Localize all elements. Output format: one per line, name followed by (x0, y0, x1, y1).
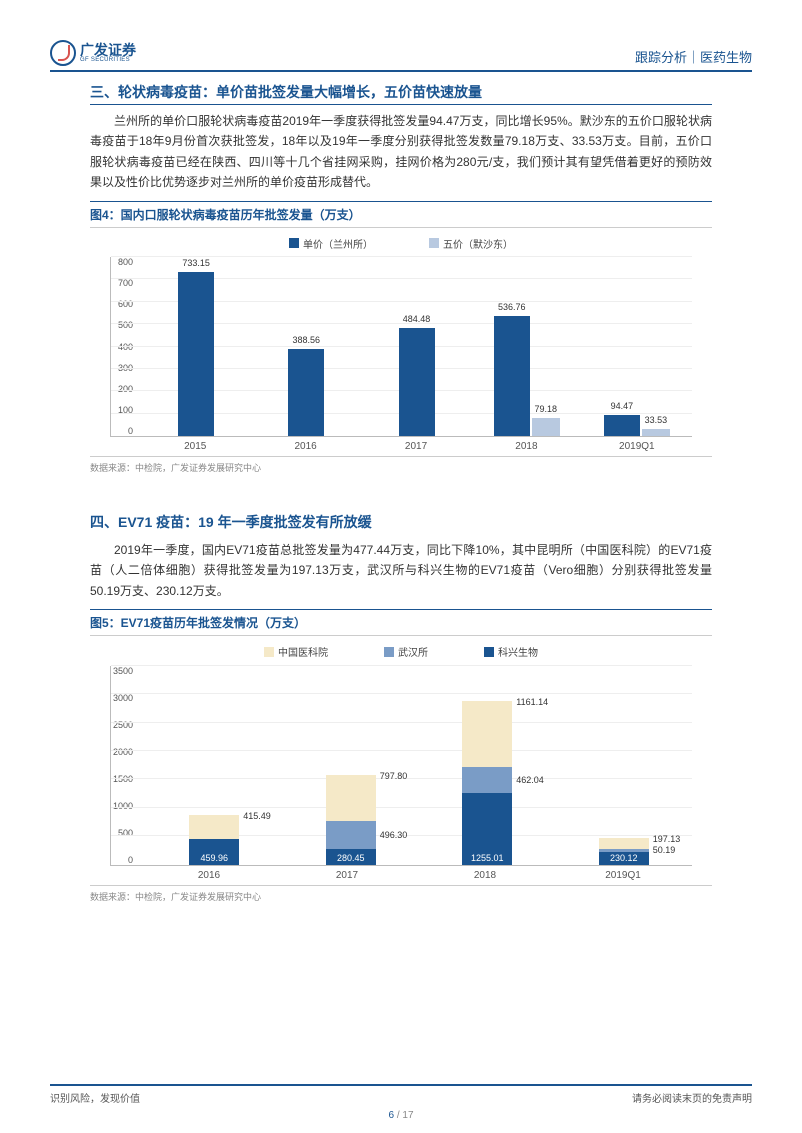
chart4-plot: 0100200300400500600700800 733.15388.5648… (110, 257, 692, 437)
x-label: 2017 (278, 870, 416, 881)
seg-value-label: 230.12 (610, 853, 638, 863)
chart5: 中国医科院 武汉所 科兴生物 050010001500200025003000350… (90, 636, 712, 886)
bar-series1: 536.76 (494, 316, 530, 436)
legend-item: 中国医科院 (264, 644, 328, 659)
footer: 识别风险，发现价值 请务必阅读末页的免责声明 (50, 1084, 752, 1105)
logo: 广发证券 GF SECURITIES (50, 40, 136, 66)
footer-right: 请务必阅读末页的免责声明 (632, 1090, 752, 1105)
chart4-legend: 单价（兰州所） 五价（默沙东） (110, 236, 692, 252)
section4-title: 四、EV71 疫苗：19 年一季度批签发有所放缓 (90, 512, 712, 534)
stack-column: 459.96 415.49 (146, 666, 283, 865)
page-root: 广发证券 GF SECURITIES 跟踪分析｜医药生物 三、轮状病毒疫苗：单价… (0, 0, 802, 1133)
seg-value-label: 459.96 (200, 853, 228, 863)
stack-seg-zhongguo: 197.13 (599, 838, 649, 849)
logo-cn: 广发证券 (80, 43, 136, 57)
stack-seg-wuhan: 462.04 (462, 767, 512, 793)
x-label: 2016 (140, 870, 278, 881)
bar-value-label: 79.18 (534, 404, 557, 414)
legend-item: 科兴生物 (484, 644, 538, 659)
stack-seg-kexing: 280.45 (326, 849, 376, 865)
chart5-title: 图5：EV71疫苗历年批签发情况（万支） (90, 609, 712, 636)
legend-item: 单价（兰州所） (289, 236, 373, 251)
bar-value-label: 484.48 (403, 314, 431, 324)
chart4: 单价（兰州所） 五价（默沙东） 0100200300400500600700800… (90, 228, 712, 458)
stack-column: 230.1250.19197.13 (556, 666, 693, 865)
x-label: 2015 (140, 441, 250, 452)
page-number: 6 / 17 (0, 1110, 802, 1121)
bar-value-label: 33.53 (645, 415, 668, 425)
x-label: 2018 (471, 441, 581, 452)
bar-group: 536.7679.18 (472, 257, 582, 436)
x-label: 2019Q1 (582, 441, 692, 452)
seg-value-label: 50.19 (653, 845, 676, 855)
chart5-legend: 中国医科院 武汉所 科兴生物 (110, 644, 692, 660)
chart5-source: 数据来源：中检院，广发证券发展研究中心 (90, 890, 712, 903)
bar-series1: 733.15 (178, 272, 214, 436)
logo-en: GF SECURITIES (80, 57, 136, 63)
seg-value-label: 1161.14 (516, 697, 548, 707)
stack-seg-kexing: 230.12 (599, 852, 649, 865)
stack-column: 1255.01462.041161.14 (419, 666, 556, 865)
bar-series1: 388.56 (288, 349, 324, 436)
footer-left: 识别风险，发现价值 (50, 1090, 140, 1105)
bar-group: 388.56 (251, 257, 361, 436)
content: 三、轮状病毒疫苗：单价苗批签发量大幅增长，五价苗快速放量 兰州所的单价口服轮状病… (50, 82, 752, 903)
stack-seg-zhongguo: 1161.14 (462, 701, 512, 767)
bar-value-label: 388.56 (293, 335, 321, 345)
chart4-source: 数据来源：中检院，广发证券发展研究中心 (90, 461, 712, 474)
legend-item: 五价（默沙东） (429, 236, 513, 251)
bar-series2: 79.18 (532, 418, 560, 436)
stack-column: 280.45496.30797.80 (283, 666, 420, 865)
bar-value-label: 536.76 (498, 302, 526, 312)
page-total: 17 (402, 1110, 413, 1121)
header-category: 跟踪分析｜医药生物 (635, 47, 752, 66)
x-label: 2017 (361, 441, 471, 452)
chart5-xaxis: 2016201720182019Q1 (110, 870, 692, 881)
page-header: 广发证券 GF SECURITIES 跟踪分析｜医药生物 (50, 40, 752, 72)
bar-series2: 33.53 (642, 429, 670, 437)
seg-value-label: 462.04 (516, 775, 544, 785)
section3-title: 三、轮状病毒疫苗：单价苗批签发量大幅增长，五价苗快速放量 (90, 82, 712, 105)
x-label: 2018 (416, 870, 554, 881)
chart5-yaxis: 0500100015002000250030003500 (103, 666, 133, 865)
bar-group: 484.48 (361, 257, 471, 436)
bar-group: 733.15 (141, 257, 251, 436)
bar-group: 94.4733.53 (582, 257, 692, 436)
bar-value-label: 733.15 (182, 258, 210, 268)
x-label: 2016 (250, 441, 360, 452)
seg-value-label: 415.49 (243, 811, 271, 821)
stack-seg-zhongguo: 415.49 (189, 815, 239, 839)
section4-body: 2019年一季度，国内EV71疫苗总批签发量为477.44万支，同比下降10%，… (90, 540, 712, 601)
seg-value-label: 197.13 (653, 834, 681, 844)
bar-series1: 94.47 (604, 415, 640, 436)
stack-seg-wuhan: 496.30 (326, 821, 376, 849)
seg-value-label: 280.45 (337, 853, 365, 863)
stack-seg-zhongguo: 797.80 (326, 775, 376, 820)
stack-seg-wuhan: 50.19 (599, 849, 649, 852)
section3-body: 兰州所的单价口服轮状病毒疫苗2019年一季度获得批签发量94.47万支，同比增长… (90, 111, 712, 193)
chart4-yaxis: 0100200300400500600700800 (103, 257, 133, 436)
bar-series1: 484.48 (399, 328, 435, 436)
seg-value-label: 1255.01 (471, 853, 504, 863)
logo-icon (50, 40, 76, 66)
bar-value-label: 94.47 (611, 401, 634, 411)
stack-seg-kexing: 459.96 (189, 839, 239, 865)
chart4-title: 图4：国内口服轮状病毒疫苗历年批签发量（万支） (90, 201, 712, 228)
chart4-xaxis: 20152016201720182019Q1 (110, 441, 692, 452)
legend-item: 武汉所 (384, 644, 428, 659)
stack-seg-kexing: 1255.01 (462, 793, 512, 864)
seg-value-label: 797.80 (380, 771, 408, 781)
x-label: 2019Q1 (554, 870, 692, 881)
chart5-plot: 0500100015002000250030003500 459.96415.4… (110, 666, 692, 866)
seg-value-label: 496.30 (380, 830, 408, 840)
